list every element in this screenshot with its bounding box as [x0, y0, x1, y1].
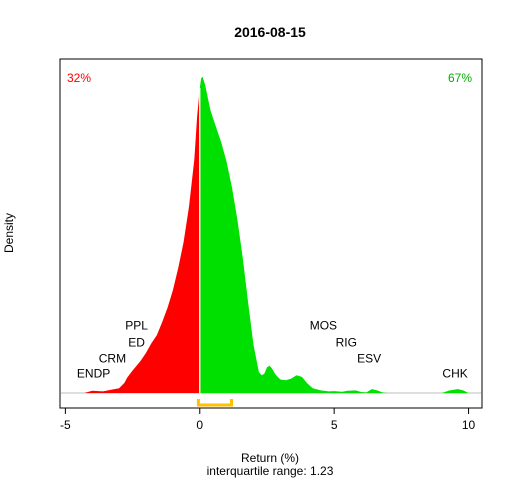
- positive-returns-area: [199, 76, 469, 394]
- x-tick-label: 0: [196, 418, 203, 432]
- ticker-label-mos: MOS: [310, 318, 337, 332]
- ticker-label-ppl: PPL: [125, 318, 148, 332]
- negative-share-label: 32%: [67, 71, 91, 85]
- chart-title: 2016-08-15: [234, 24, 306, 40]
- positive-share-label: 67%: [448, 71, 472, 85]
- interquartile-range-bracket: [196, 399, 233, 407]
- ticker-label-rig: RIG: [336, 336, 357, 350]
- ticker-label-endp: ENDP: [77, 367, 110, 381]
- negative-returns-area: [84, 88, 200, 393]
- ticker-label-chk: CHK: [442, 367, 467, 381]
- ticker-label-ed: ED: [128, 336, 145, 350]
- x-tick-label: 5: [331, 418, 338, 432]
- ticker-label-esv: ESV: [357, 352, 381, 366]
- iqr-caption: interquartile range: 1.23: [207, 464, 334, 478]
- y-axis-label: Density: [2, 213, 16, 253]
- x-axis: -5 0 5 10: [60, 407, 476, 432]
- x-tick-label: -5: [60, 418, 71, 432]
- x-tick-label: 10: [462, 418, 476, 432]
- x-axis-label: Return (%): [241, 451, 299, 465]
- ticker-label-crm: CRM: [99, 352, 126, 366]
